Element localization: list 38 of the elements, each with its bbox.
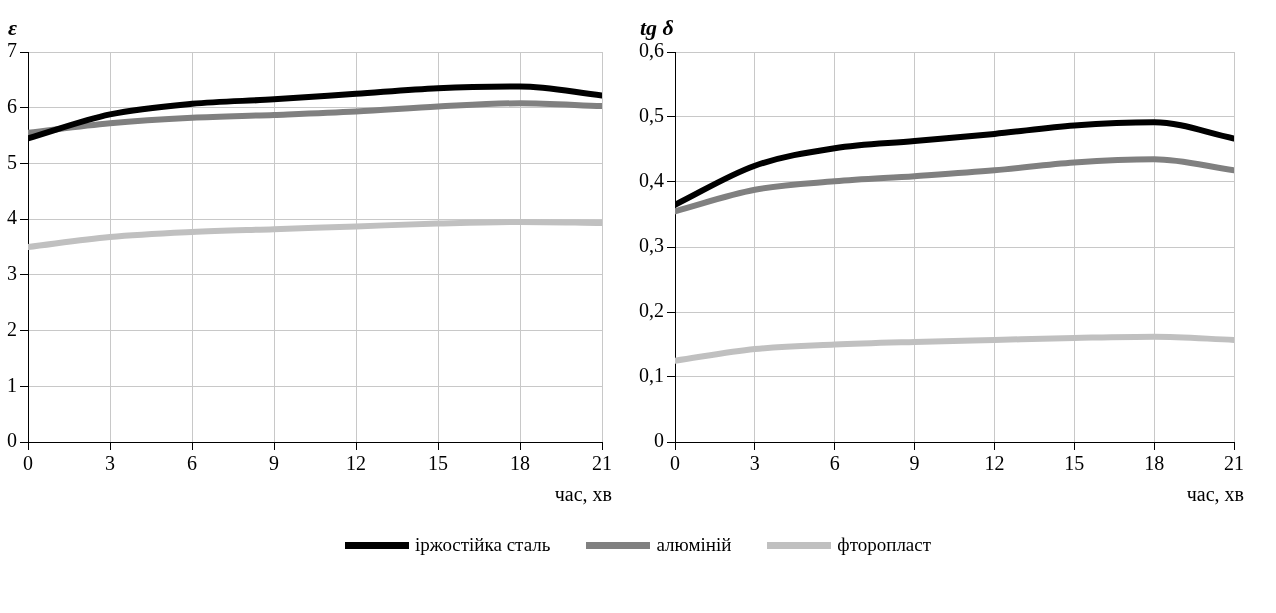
y-tick-label: 3 <box>7 262 17 285</box>
legend-label: фторопласт <box>837 534 932 556</box>
y-tick-label: 0 <box>654 429 664 452</box>
y-tick-label: 0,2 <box>639 299 664 322</box>
x-tick-label: 21 <box>1224 452 1244 475</box>
y-tick-label: 2 <box>7 317 17 340</box>
x-tick-label: 15 <box>1064 452 1085 475</box>
x-tick-label: 15 <box>428 452 448 475</box>
x-tick-label: 3 <box>749 452 760 475</box>
legend-label: іржостійка сталь <box>414 534 551 556</box>
x-tick-label: 18 <box>510 452 530 475</box>
x-tick-label: 21 <box>592 452 612 475</box>
x-tick-label: 0 <box>670 452 680 475</box>
y-tick-label: 1 <box>7 373 17 396</box>
x-tick-label: 12 <box>984 452 1005 475</box>
y-axis-title: tg δ <box>640 14 674 40</box>
x-axis-title: час, хв <box>554 483 612 506</box>
x-tick-label: 6 <box>829 452 840 475</box>
y-tick-label: 0,5 <box>639 104 664 127</box>
x-tick-label: 0 <box>23 452 33 475</box>
y-tick-label: 0 <box>7 429 17 452</box>
x-tick-label: 9 <box>909 452 920 475</box>
y-tick-label: 0,4 <box>639 169 664 192</box>
y-tick-label: 0,3 <box>639 234 664 257</box>
x-axis-title: час, хв <box>1186 483 1244 506</box>
y-tick-label: 4 <box>7 206 17 229</box>
y-tick-label: 0,6 <box>639 39 664 62</box>
x-tick-label: 9 <box>269 452 279 475</box>
x-tick-label: 6 <box>187 452 197 475</box>
x-tick-label: 18 <box>1144 452 1165 475</box>
y-tick-label: 6 <box>7 94 17 117</box>
y-tick-label: 0,1 <box>639 364 664 387</box>
x-tick-label: 3 <box>105 452 115 475</box>
y-tick-label: 7 <box>7 39 17 62</box>
y-tick-label: 5 <box>7 150 17 173</box>
legend-label: алюміній <box>656 534 732 556</box>
x-tick-label: 12 <box>346 452 366 475</box>
y-axis-title: ε <box>8 14 18 40</box>
